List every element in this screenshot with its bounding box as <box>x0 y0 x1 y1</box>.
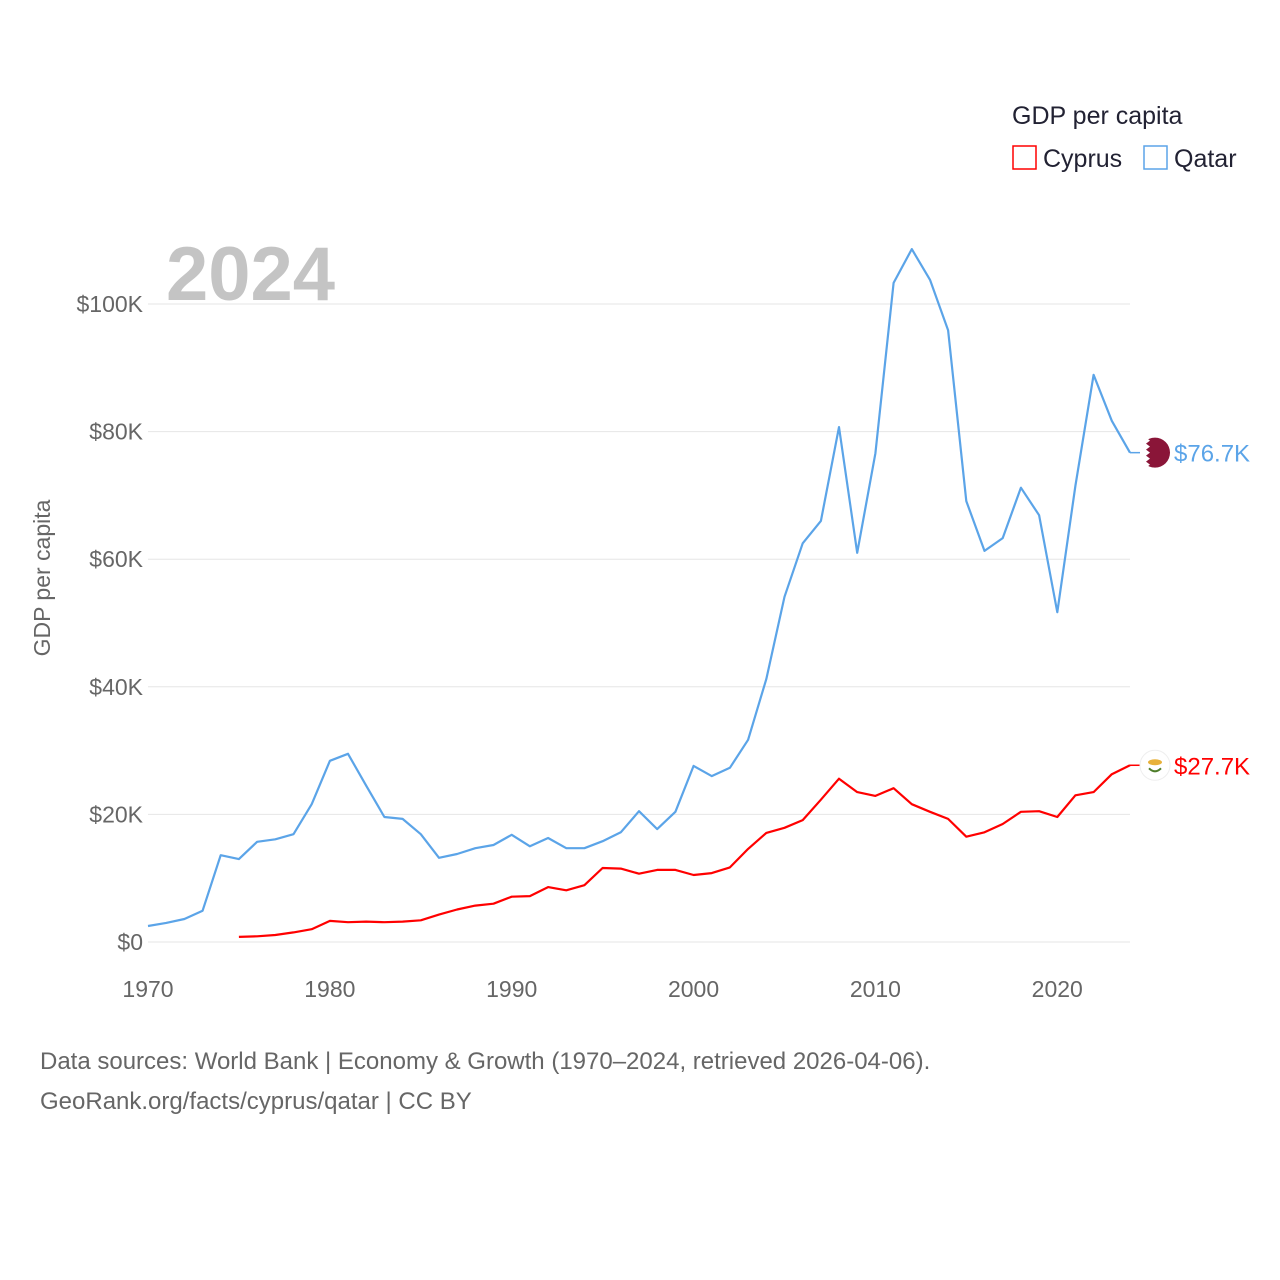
flag-cyprus-map-icon <box>1148 759 1162 766</box>
y-tick-label: $0 <box>117 929 143 955</box>
end-labels: $27.7K $76.7K <box>1130 437 1250 781</box>
series-line-cyprus <box>238 764 1131 938</box>
y-tick-label: $60K <box>89 546 143 572</box>
source-note: Data sources: World Bank | Economy & Gro… <box>40 1042 930 1122</box>
legend-swatch <box>1143 145 1168 170</box>
x-tick-label: 1990 <box>486 976 537 1002</box>
source-line-2[interactable]: GeoRank.org/facts/cyprus/qatar | CC BY <box>40 1088 472 1115</box>
end-value-label: $76.7K <box>1174 441 1250 468</box>
x-tick-label: 1980 <box>304 976 355 1002</box>
y-tick-labels: $0 $20K $40K $60K $80K $100K <box>76 291 143 955</box>
y-axis-label: GDP per capita <box>29 499 55 656</box>
legend-item-qatar[interactable]: Qatar <box>1143 145 1237 173</box>
legend-swatch <box>1012 145 1037 170</box>
x-tick-label: 1970 <box>122 976 173 1002</box>
y-tick-label: $20K <box>89 801 143 827</box>
x-tick-label: 2020 <box>1032 976 1083 1002</box>
series-line-qatar <box>147 248 1131 928</box>
series-lines <box>147 248 1131 938</box>
grid-lines <box>148 303 1130 943</box>
y-tick-label: $100K <box>76 291 143 317</box>
legend-label: Qatar <box>1174 145 1237 173</box>
x-tick-label: 2000 <box>668 976 719 1002</box>
legend-title: GDP per capita <box>1012 102 1183 130</box>
flag-cyprus-branches-icon <box>1148 767 1162 773</box>
legend-item-cyprus[interactable]: Cyprus <box>1012 145 1122 173</box>
x-tick-labels: 1970 1980 1990 2000 2010 2020 <box>122 976 1082 1002</box>
x-tick-label: 2010 <box>850 976 901 1002</box>
year-label: 2024 <box>166 232 335 317</box>
y-tick-label: $80K <box>89 419 143 445</box>
flag-qatar-serration-icon <box>1140 437 1150 468</box>
y-tick-label: $40K <box>89 674 143 700</box>
legend: Cyprus Qatar <box>1012 145 1237 173</box>
source-line-1: Data sources: World Bank | Economy & Gro… <box>40 1048 931 1075</box>
legend-label: Cyprus <box>1043 145 1122 173</box>
end-value-label: $27.7K <box>1174 753 1250 780</box>
